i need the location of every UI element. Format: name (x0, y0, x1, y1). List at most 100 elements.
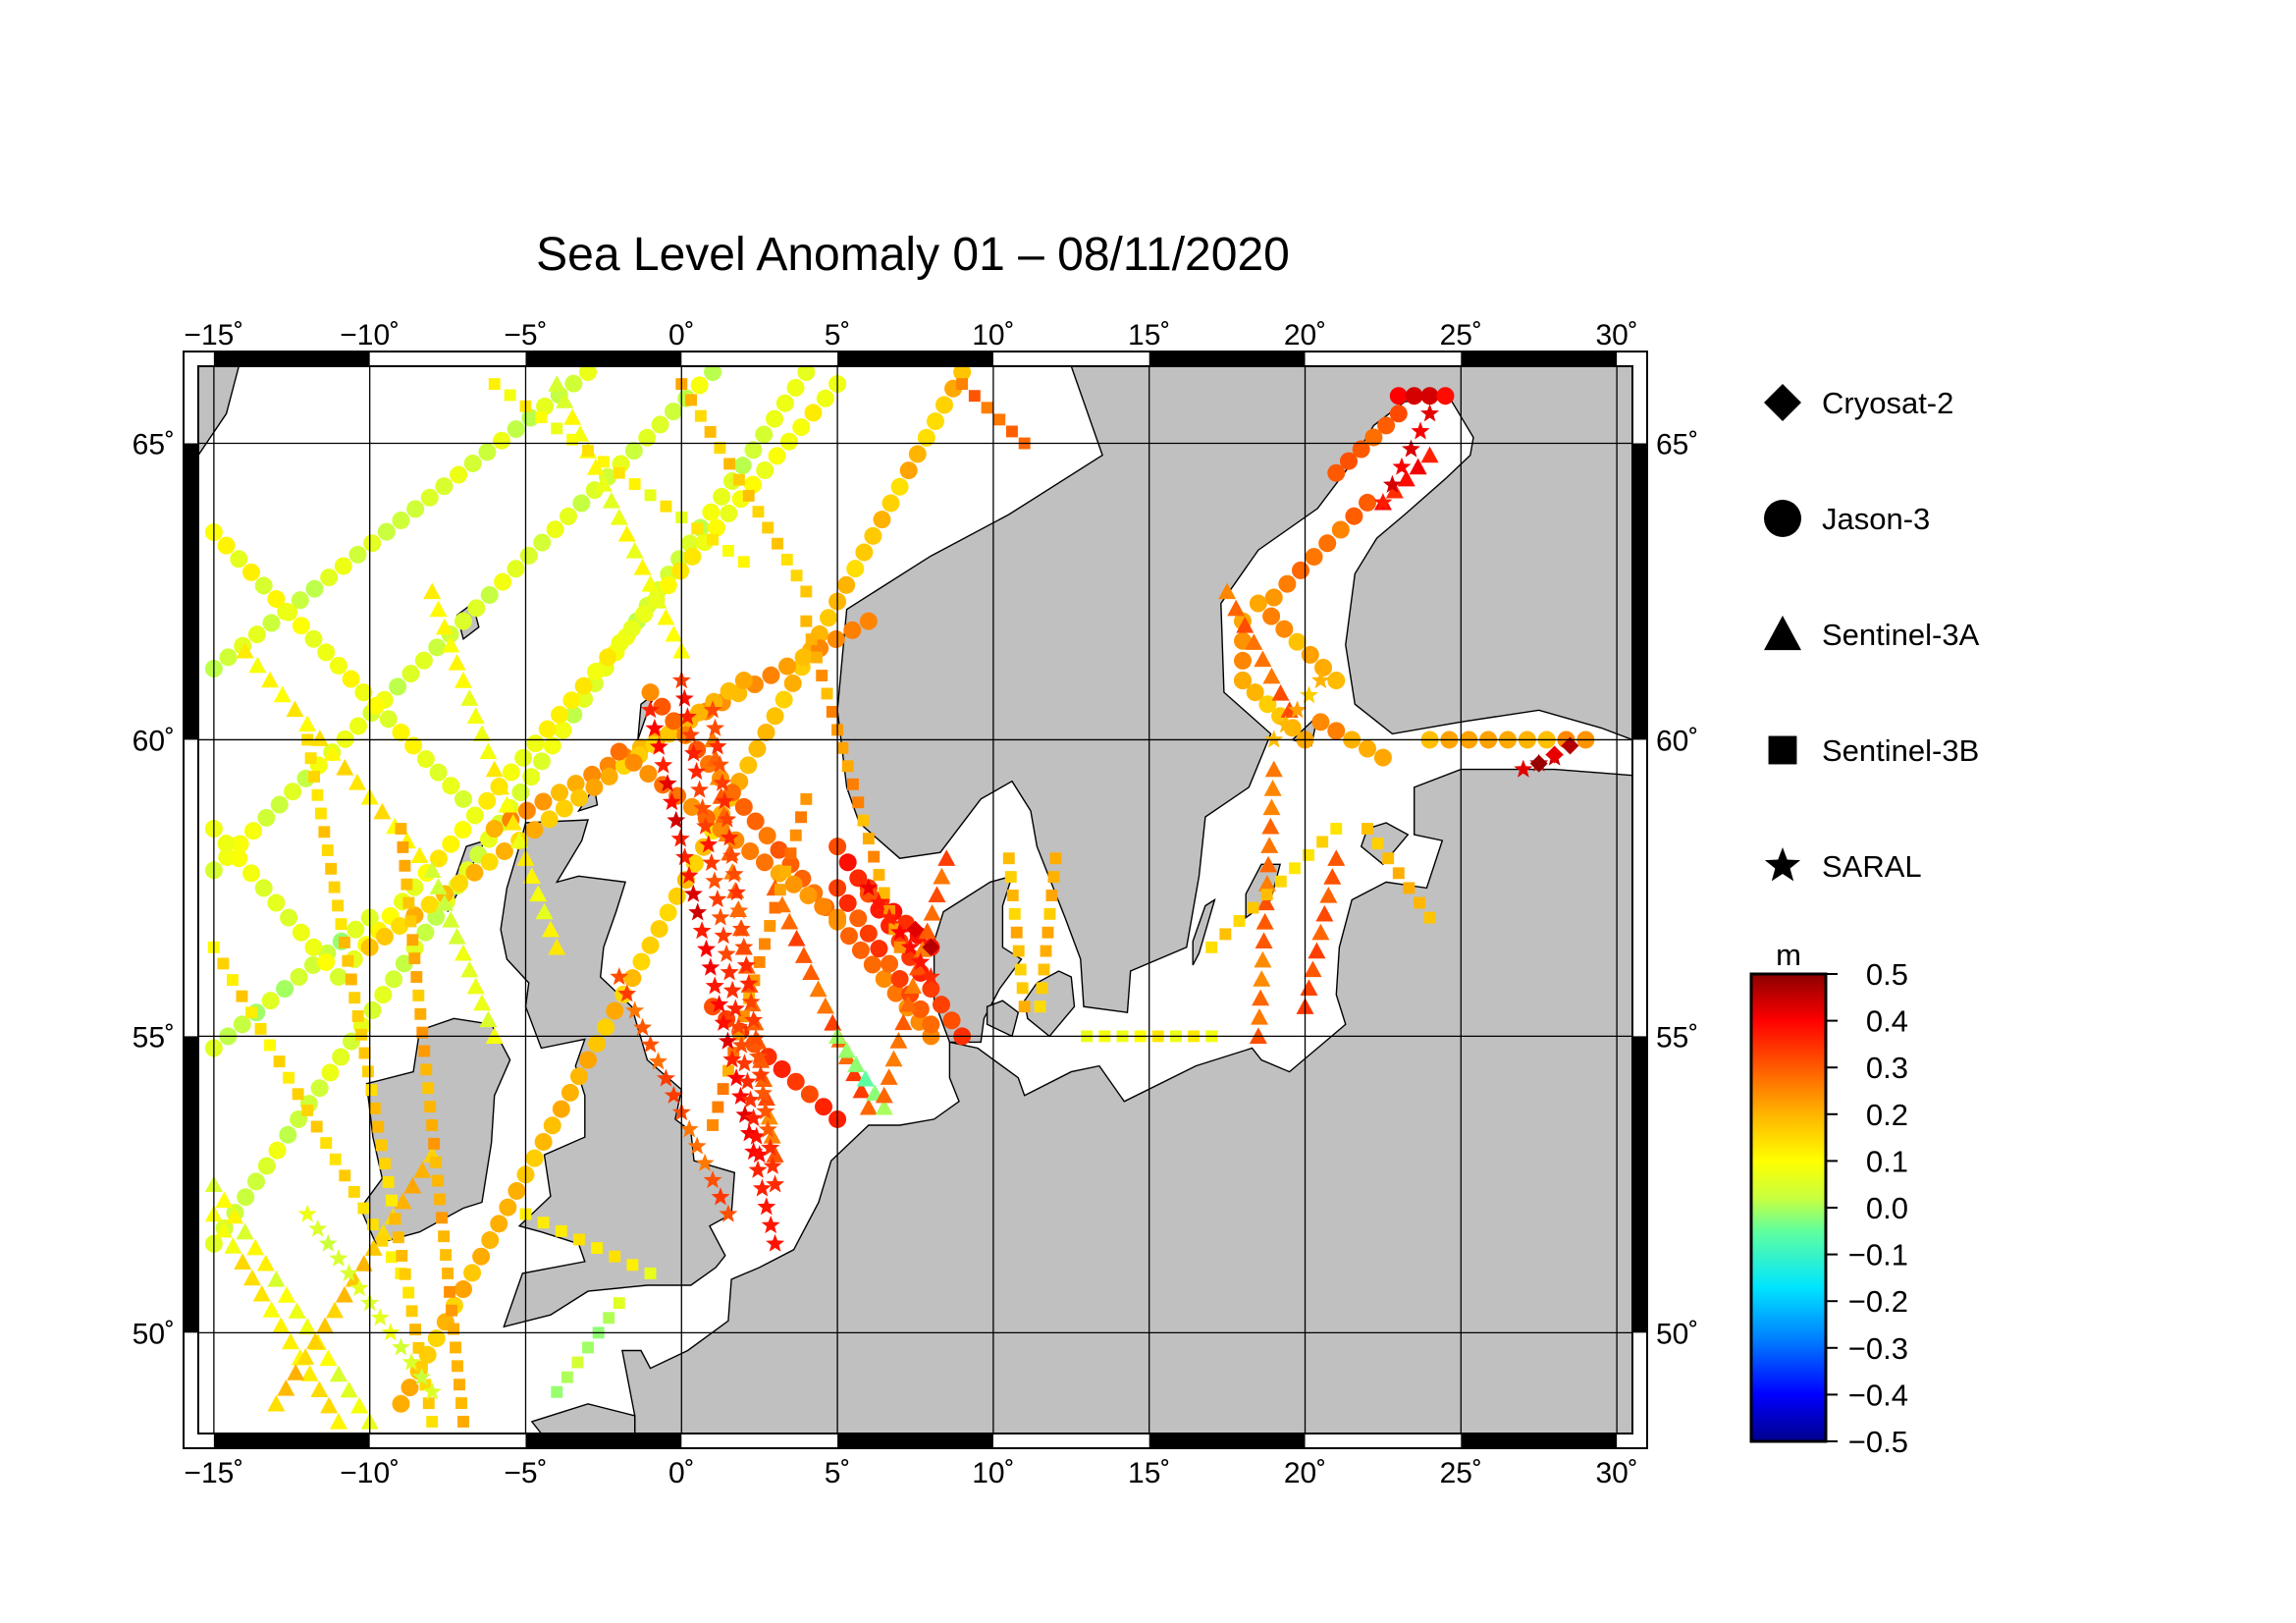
lat-tick-label-left: 60˚ (133, 725, 175, 757)
track-point (1034, 1001, 1046, 1013)
track-point (918, 922, 936, 940)
track-point (649, 591, 667, 609)
track-point (857, 814, 870, 827)
track-point (677, 707, 697, 726)
oland-land (1192, 897, 1216, 966)
track-point (728, 1017, 748, 1036)
track-point (460, 689, 479, 706)
track-point (624, 753, 643, 772)
track-point (1012, 945, 1025, 957)
track-point (591, 1242, 604, 1255)
legend-item-saral: SARAL (1764, 847, 1922, 884)
track-point (582, 445, 594, 458)
track-point (683, 884, 703, 902)
track-point (219, 648, 238, 667)
lon-tick-label-bottom: 30˚ (1595, 1457, 1637, 1489)
track-point (1327, 672, 1346, 690)
track-point (843, 621, 862, 639)
track-point (725, 999, 745, 1017)
track-point (748, 974, 761, 987)
track-point (751, 1064, 771, 1083)
track-point (756, 460, 774, 479)
lon-tick-label-bottom: −15˚ (184, 1457, 243, 1489)
track-point (1255, 912, 1274, 930)
track-point (722, 784, 741, 802)
track-point (1264, 588, 1283, 607)
track-point (664, 1085, 683, 1104)
track-point (241, 864, 260, 883)
track-point (1311, 923, 1330, 941)
track-point (422, 1082, 435, 1095)
track-point (329, 656, 347, 675)
track-point (510, 832, 529, 848)
track-point (744, 441, 763, 460)
map-tick-labels: −15˚ −15˚ −10˚ −10˚ −5˚ −5˚ 0˚ 0˚ 5˚ 5˚ 10˚ 10˚ 15˚ 1… (133, 319, 1699, 1489)
frame-segment (837, 1434, 993, 1447)
track-point (710, 995, 729, 1013)
track-point (490, 1215, 508, 1233)
track-point (479, 742, 498, 760)
track-point (762, 666, 780, 684)
track-point (731, 1035, 751, 1054)
lon-tick-label-bottom: 25˚ (1440, 1457, 1482, 1489)
track-point (317, 643, 336, 662)
track-point (321, 1063, 340, 1082)
track-point (481, 1231, 500, 1250)
track-point (1263, 780, 1282, 796)
track-point (1219, 928, 1232, 941)
track-point (392, 1394, 410, 1413)
track-point (837, 1041, 856, 1058)
track-point (280, 603, 298, 622)
track-point (1260, 889, 1273, 901)
track-point (317, 952, 336, 971)
track-point (442, 911, 460, 928)
track-point (245, 1006, 257, 1019)
funen-land (986, 1000, 1020, 1038)
track-point (446, 1304, 458, 1317)
track-point (800, 1085, 819, 1104)
track-point (756, 1102, 775, 1120)
track-point (744, 1142, 764, 1161)
track-point (454, 789, 472, 808)
track-point (472, 1247, 491, 1266)
track-point (454, 944, 472, 961)
track-point (752, 506, 765, 518)
track-point (599, 648, 617, 667)
track-point (304, 629, 323, 648)
track-point (687, 762, 707, 781)
track-point (582, 1341, 594, 1354)
track-point (507, 1181, 526, 1200)
track-point (561, 1083, 579, 1102)
track-point (597, 1018, 615, 1037)
map-frame (183, 351, 1648, 1449)
track-point (554, 721, 572, 739)
track-point (402, 896, 415, 909)
track-point (748, 1160, 768, 1178)
track-point (585, 778, 604, 796)
track-point (246, 1238, 265, 1256)
track-point (704, 425, 717, 438)
track-point (800, 615, 813, 627)
square-icon (1768, 735, 1797, 765)
track-point (856, 1069, 875, 1087)
track-point (495, 841, 513, 860)
track-point (525, 821, 544, 839)
track-point (873, 511, 891, 529)
track-point (794, 947, 813, 963)
track-point (403, 1176, 422, 1194)
lon-tick-label-bottom: −5˚ (504, 1457, 547, 1489)
track-point (741, 1090, 760, 1109)
track-point (641, 683, 660, 702)
track-point (933, 867, 951, 885)
colorbar-tick-label: −0.4 (1848, 1378, 1908, 1412)
track-point (1316, 836, 1329, 848)
track-point (800, 585, 813, 598)
track-point (1018, 1001, 1031, 1013)
track-point (214, 1220, 233, 1238)
track-point (395, 823, 407, 835)
track-point (610, 508, 628, 525)
track-point (248, 656, 267, 674)
track-point (435, 477, 454, 496)
colorbar-tick-label: 0.0 (1866, 1191, 1908, 1225)
track-point (753, 1083, 773, 1102)
